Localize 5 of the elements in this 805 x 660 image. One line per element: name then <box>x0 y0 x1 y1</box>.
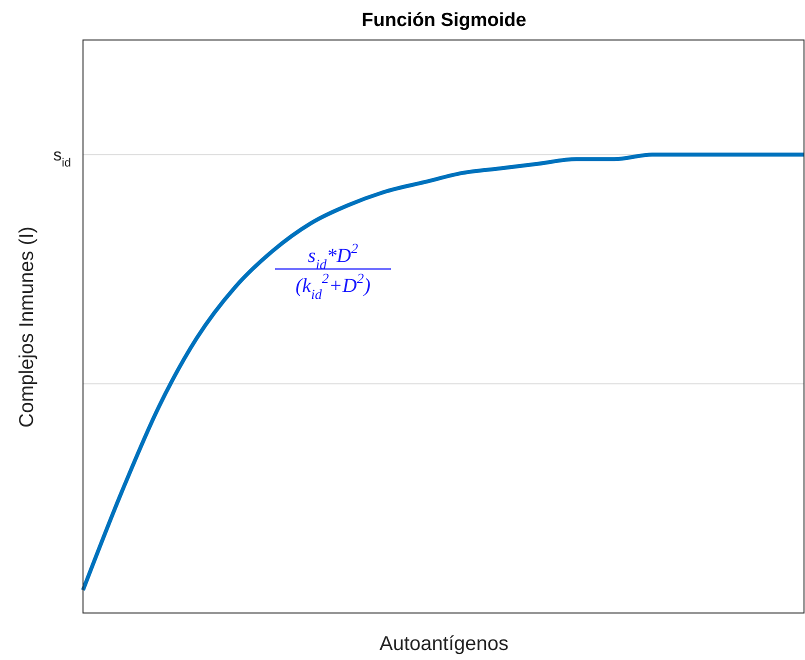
chart-title: Función Sigmoide <box>362 10 526 31</box>
ref-line-label: s$_{id}$ <box>53 146 71 170</box>
y-axis-title: Complejos Inmunes (I) <box>16 226 38 428</box>
annotation: (k$_{id}$$^{2}$+D$^{2}$) <box>295 272 371 303</box>
x-axis-title: Autoantígenos <box>380 633 508 655</box>
